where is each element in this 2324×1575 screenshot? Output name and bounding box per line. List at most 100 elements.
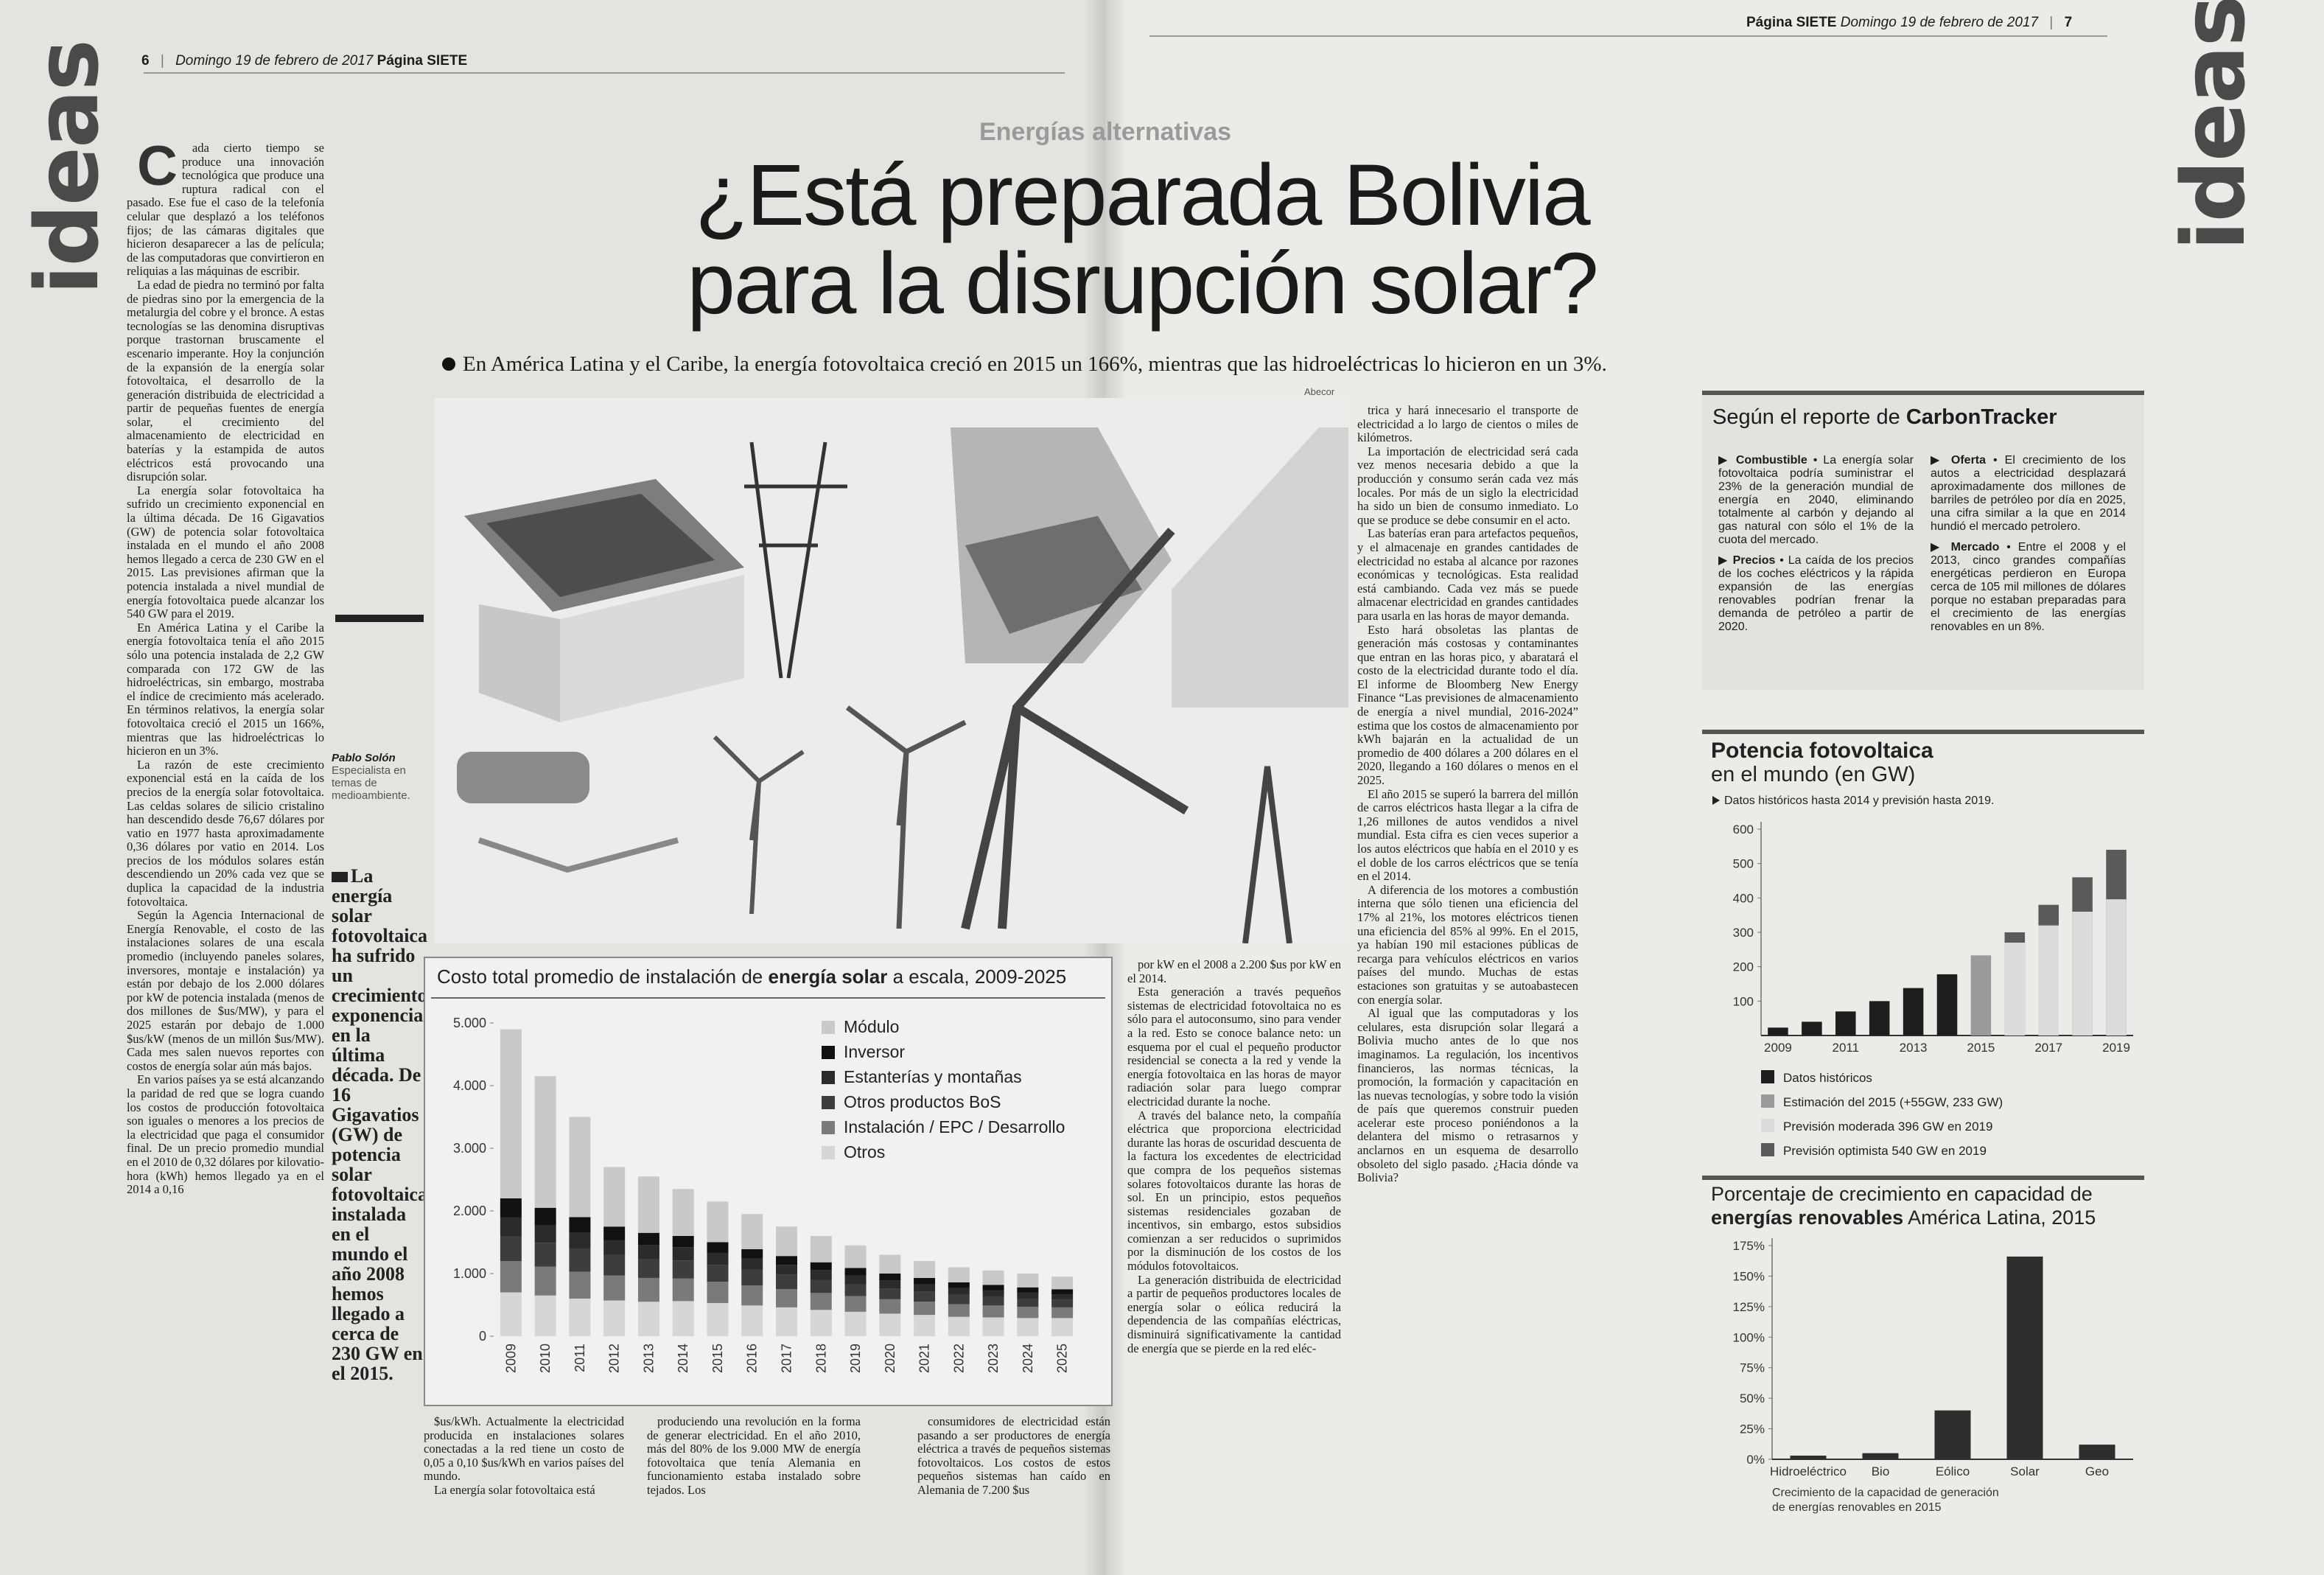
bar bbox=[948, 1316, 970, 1336]
bar bbox=[741, 1249, 763, 1259]
bar bbox=[810, 1310, 832, 1336]
note-marker bbox=[1712, 796, 1720, 805]
paragraph: A través del balance neto, la compañía e… bbox=[1127, 1108, 1341, 1274]
item-label: Precios bbox=[1732, 554, 1776, 567]
bar bbox=[500, 1217, 522, 1236]
turbine bbox=[845, 705, 967, 929]
sidebar-column: ▶ Combustible • La energía solar fotovol… bbox=[1718, 454, 1914, 641]
bar bbox=[1051, 1307, 1074, 1319]
bullet bbox=[442, 357, 455, 371]
house-wall bbox=[560, 575, 744, 722]
bar bbox=[810, 1293, 832, 1310]
chart-title: Potencia fotovoltaica bbox=[1711, 738, 1933, 763]
sidebar-item: ▶ Combustible • La energía solar fotovol… bbox=[1718, 454, 1914, 546]
bar bbox=[672, 1236, 694, 1248]
header-date: Domingo 19 de febrero de 2017 bbox=[175, 53, 374, 69]
x-tick-label: 2009 bbox=[503, 1344, 518, 1373]
power-tower bbox=[744, 441, 847, 679]
y-tick-label: 0% bbox=[1746, 1453, 1765, 1467]
chart-footer: de energías renovables en 2015 bbox=[1772, 1501, 1942, 1514]
header-paper: Página SIETE bbox=[1746, 15, 1837, 30]
bar bbox=[1017, 1274, 1039, 1288]
legend-label: Inversor bbox=[844, 1042, 905, 1061]
chart: Costo total promedio de instalación de e… bbox=[424, 957, 1113, 1406]
bar bbox=[810, 1270, 832, 1280]
chart-subtitle: en el mundo (en GW) bbox=[1711, 763, 1915, 786]
bar bbox=[1051, 1294, 1074, 1300]
byline: Pablo Solón Especialista en temas de med… bbox=[332, 752, 424, 802]
bar bbox=[844, 1275, 867, 1285]
y-tick-label: 0 bbox=[479, 1329, 486, 1344]
header-rule bbox=[144, 72, 1065, 74]
x-tick-label: 2010 bbox=[538, 1344, 553, 1373]
paragraph: La edad de piedra no terminó por falta d… bbox=[127, 277, 324, 484]
paragraph: La energía solar fotovoltaica está bbox=[434, 1482, 595, 1497]
x-tick-label: 2021 bbox=[917, 1344, 932, 1373]
section-label: ideas bbox=[2163, 0, 2264, 251]
bar bbox=[948, 1282, 970, 1288]
sidebar-item: ▶ Oferta • El crecimiento de los autos a… bbox=[1931, 454, 2127, 533]
chart-title-part: a escala, 2009-2025 bbox=[887, 965, 1066, 988]
body-column: trica y hará innecesario el transporte d… bbox=[1357, 404, 1578, 1526]
bar bbox=[1051, 1318, 1074, 1336]
x-tick-label: 2011 bbox=[1832, 1041, 1859, 1055]
bar bbox=[948, 1267, 970, 1282]
battery-plant-detail bbox=[965, 516, 1142, 634]
bar bbox=[2004, 943, 2026, 1036]
chart: Porcentaje de crecimiento en capacidad d… bbox=[1702, 1176, 2144, 1514]
bar bbox=[1835, 1011, 1856, 1036]
bar bbox=[879, 1288, 901, 1299]
bar bbox=[672, 1189, 694, 1236]
legend-swatch bbox=[822, 1021, 835, 1034]
y-tick-label: 175% bbox=[1733, 1239, 1765, 1253]
deck: En América Latina y el Caribe, la energí… bbox=[442, 352, 1827, 377]
chart-title-part: energías renovables bbox=[1711, 1206, 1903, 1229]
y-tick-label: 5.000 bbox=[453, 1016, 486, 1030]
chart-title-part: energía solar bbox=[769, 965, 888, 988]
paragraph: Esta generación a través pequeños sistem… bbox=[1127, 985, 1341, 1108]
x-tick-label: 2013 bbox=[1900, 1041, 1928, 1055]
bar bbox=[776, 1289, 797, 1307]
x-tick-label: 2015 bbox=[1967, 1041, 1995, 1055]
bar bbox=[1017, 1307, 1039, 1319]
legend-swatch bbox=[822, 1071, 835, 1084]
bar bbox=[637, 1232, 659, 1246]
paragraph: $us/kWh. Actualmente la electricidad pro… bbox=[424, 1415, 624, 1484]
x-tick-label: Bio bbox=[1872, 1464, 1890, 1478]
bar bbox=[637, 1245, 659, 1260]
bar bbox=[844, 1284, 867, 1296]
paragraph: Esto hará obsoletas las plantas de gener… bbox=[1357, 622, 1578, 788]
paragraph: Al igual que las computadoras y los celu… bbox=[1357, 1006, 1578, 1185]
bar bbox=[707, 1265, 729, 1282]
bar bbox=[1017, 1287, 1039, 1293]
legend-label: Previsión optimista 540 GW en 2019 bbox=[1783, 1144, 1987, 1158]
bar bbox=[1862, 1453, 1899, 1459]
legend-swatch bbox=[1761, 1094, 1774, 1108]
bar bbox=[707, 1302, 729, 1336]
solar-panels bbox=[486, 494, 715, 597]
sidebar: Según el reporte de CarbonTracker ▶ Comb… bbox=[1702, 391, 2144, 690]
bar bbox=[1802, 1022, 1822, 1036]
page-number: 7 bbox=[2064, 15, 2073, 30]
bar bbox=[707, 1282, 729, 1303]
paragraph: trica y hará innecesario el transporte d… bbox=[1357, 404, 1578, 445]
header-rule bbox=[1149, 35, 2107, 37]
bar bbox=[741, 1214, 763, 1249]
wall bbox=[1172, 427, 1348, 708]
turbine-tower bbox=[1242, 766, 1292, 943]
y-tick-label: 4.000 bbox=[453, 1078, 486, 1093]
sidebar-title-brand: CarbonTracker bbox=[1905, 405, 2057, 429]
bar bbox=[603, 1226, 626, 1240]
item-text: La energía solar fotovoltaica podría sum… bbox=[1718, 454, 1914, 546]
x-tick-label: 2017 bbox=[780, 1344, 794, 1373]
y-tick-label: 500 bbox=[1733, 857, 1754, 871]
y-tick-label: 3.000 bbox=[453, 1141, 486, 1156]
y-tick-label: 300 bbox=[1733, 926, 1754, 940]
legend-swatch bbox=[822, 1121, 835, 1134]
bar bbox=[844, 1245, 867, 1268]
y-tick-label: 200 bbox=[1733, 960, 1754, 974]
legend-swatch bbox=[1761, 1070, 1774, 1083]
legend-label: Módulo bbox=[844, 1017, 899, 1036]
paragraph: Las baterías eran para artefactos pequeñ… bbox=[1357, 526, 1578, 623]
x-tick-label: 2022 bbox=[951, 1344, 966, 1373]
